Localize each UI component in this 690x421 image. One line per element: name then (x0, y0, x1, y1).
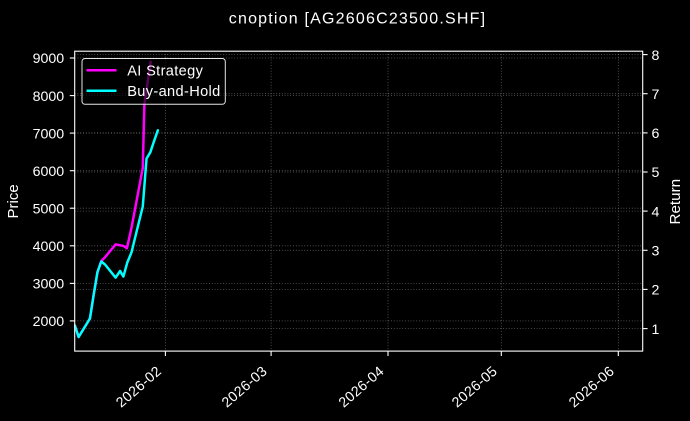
svg-text:1: 1 (652, 322, 660, 338)
svg-text:8: 8 (652, 48, 660, 64)
svg-text:4000: 4000 (33, 239, 65, 255)
svg-text:5: 5 (652, 165, 660, 181)
svg-text:3: 3 (652, 244, 660, 260)
svg-text:7: 7 (652, 87, 660, 103)
svg-text:9000: 9000 (33, 51, 65, 67)
svg-text:2: 2 (652, 283, 660, 299)
svg-text:cnoption [AG2606C23500.SHF]: cnoption [AG2606C23500.SHF] (229, 11, 486, 28)
svg-text:7000: 7000 (33, 126, 65, 142)
svg-text:8000: 8000 (33, 89, 65, 105)
svg-text:AI Strategy: AI Strategy (127, 64, 203, 80)
svg-text:4: 4 (652, 204, 660, 220)
svg-text:Return: Return (667, 179, 684, 225)
svg-text:3000: 3000 (33, 277, 65, 293)
svg-text:Buy-and-Hold: Buy-and-Hold (127, 84, 220, 100)
svg-text:2000: 2000 (33, 314, 65, 330)
svg-text:6: 6 (652, 126, 660, 142)
svg-text:Price: Price (5, 184, 22, 218)
svg-text:5000: 5000 (33, 201, 65, 217)
svg-text:6000: 6000 (33, 164, 65, 180)
